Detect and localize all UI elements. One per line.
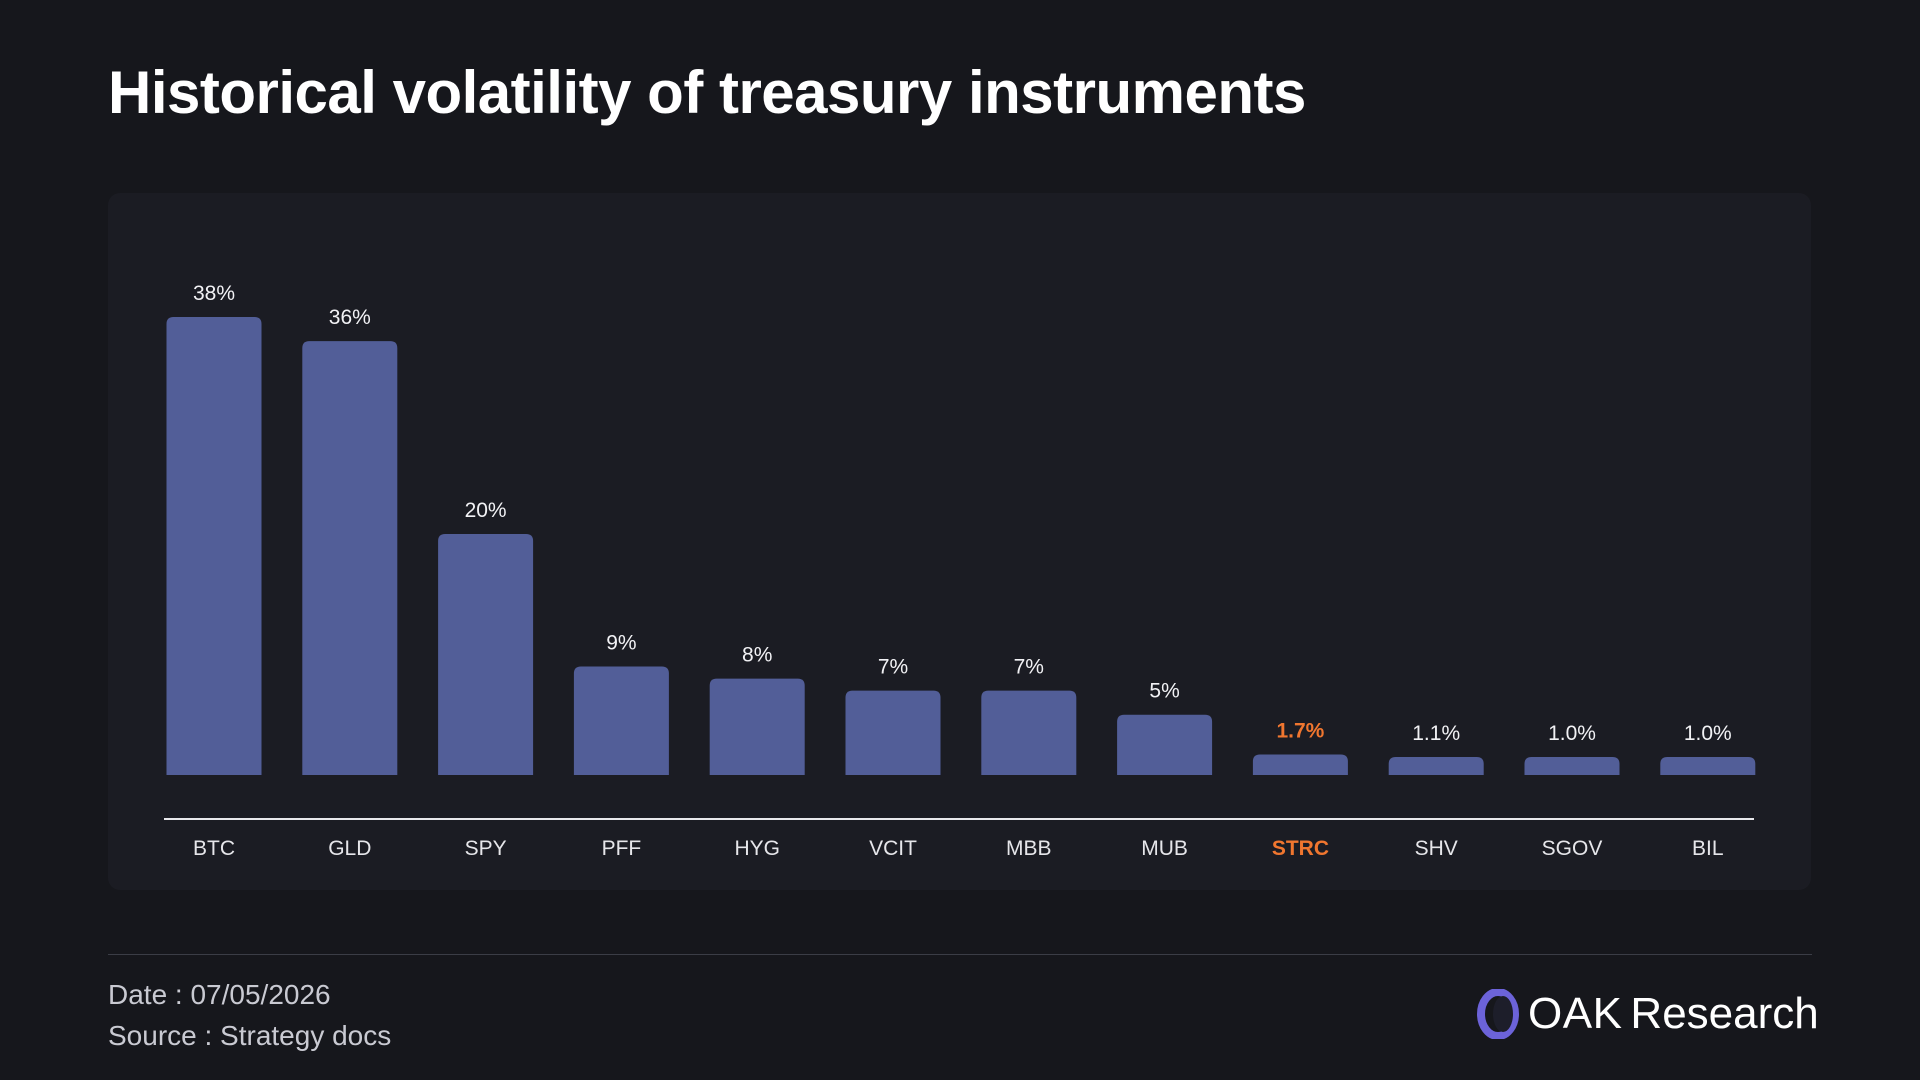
footer-date: Date : 07/05/2026 (108, 979, 331, 1010)
bar-mbb (981, 690, 1077, 775)
brand-logo: OAK Research (1476, 988, 1819, 1040)
bar-sgov (1524, 757, 1620, 775)
brand-name-bold: OAK (1528, 989, 1623, 1038)
value-label-strc: 1.7% (1276, 720, 1324, 743)
value-label-vcit: 7% (878, 656, 908, 679)
category-label-hyg: HYG (734, 837, 780, 860)
bar-spy (438, 533, 534, 775)
category-label-spy: SPY (465, 837, 507, 860)
footer-source: Source : Strategy docs (108, 1020, 392, 1051)
value-label-pff: 9% (606, 632, 636, 655)
category-label-vcit: VCIT (869, 837, 917, 860)
bar-vcit (845, 690, 941, 775)
bar-pff (573, 666, 669, 775)
category-label-sgov: SGOV (1542, 837, 1603, 860)
bar-hyg (709, 678, 805, 775)
category-label-mub: MUB (1141, 837, 1188, 860)
value-label-spy: 20% (465, 499, 507, 522)
category-label-bil: BIL (1692, 837, 1724, 860)
bar-mub (1117, 714, 1213, 775)
category-label-shv: SHV (1415, 837, 1458, 860)
bar-gld (302, 341, 398, 775)
value-label-btc: 38% (193, 282, 235, 305)
oak-ring-icon (1477, 989, 1519, 1039)
value-labels-group: 38% 36% 20% 9% 8% 7% 7% 5% 1.7% 1.1% 1.0% 1.0% (193, 282, 1732, 745)
category-label-gld: GLD (328, 837, 371, 860)
brand-name-light: Research (1630, 989, 1819, 1038)
value-label-shv: 1.1% (1412, 722, 1460, 745)
category-label-pff: PFF (602, 837, 642, 860)
footer-divider (108, 954, 1812, 955)
category-labels-group: BTC GLD SPY PFF HYG VCIT MBB MUB STRC SHV SGOV BIL (193, 837, 1724, 860)
bars-group (166, 317, 1756, 775)
value-label-sgov: 1.0% (1548, 722, 1596, 745)
bar-strc (1252, 754, 1348, 775)
bar-bil (1660, 757, 1756, 775)
bar-btc (166, 317, 262, 775)
value-label-mub: 5% (1149, 680, 1179, 703)
page-title: Historical volatility of treasury instru… (108, 59, 1306, 126)
category-label-btc: BTC (193, 837, 235, 860)
bar-shv (1388, 757, 1484, 775)
value-label-gld: 36% (329, 306, 371, 329)
category-label-mbb: MBB (1006, 837, 1052, 860)
category-label-strc: STRC (1272, 837, 1329, 860)
value-label-hyg: 8% (742, 644, 772, 667)
value-label-mbb: 7% (1014, 656, 1044, 679)
value-label-bil: 1.0% (1684, 722, 1732, 745)
